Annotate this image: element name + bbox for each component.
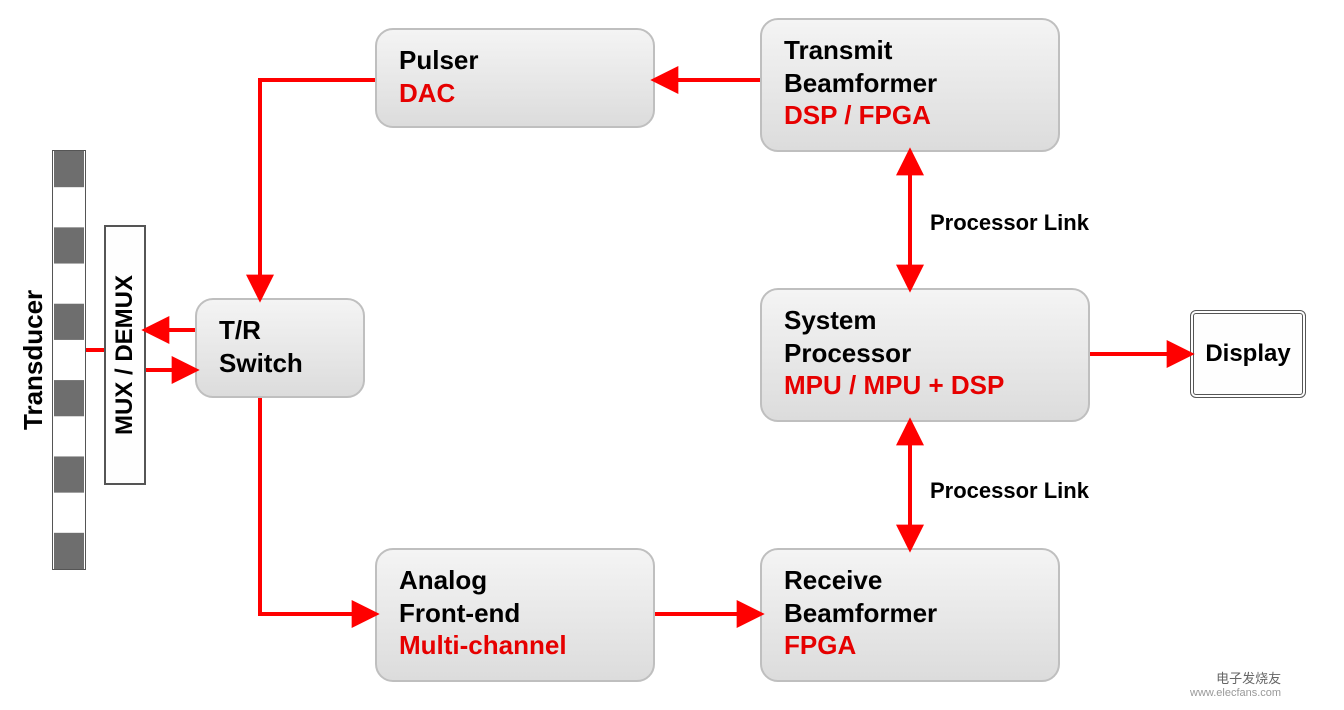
receive-beamformer-node: Receive Beamformer FPGA <box>760 548 1060 682</box>
watermark-cn: 电子发烧友 <box>1190 668 1281 687</box>
sys-line1: System <box>784 304 1066 337</box>
watermark: 电子发烧友 www.elecfans.com <box>1190 668 1281 699</box>
system-processor-node: System Processor MPU / MPU + DSP <box>760 288 1090 422</box>
transducer-bar <box>52 150 86 575</box>
tr-switch-line2: Switch <box>219 347 341 380</box>
display-box: Display <box>1190 310 1306 398</box>
rxbf-line2: Beamformer <box>784 597 1036 630</box>
processor-link-label: Processor Link <box>930 478 1089 504</box>
analog-frontend-node: Analog Front-end Multi-channel <box>375 548 655 682</box>
watermark-url: www.elecfans.com <box>1190 687 1281 699</box>
tr-switch-line1: T/R <box>219 314 341 347</box>
tr-switch-node: T/R Switch <box>195 298 365 398</box>
pulser-line1: Pulser <box>399 44 631 77</box>
rxbf-line3: FPGA <box>784 629 1036 662</box>
rxbf-line1: Receive <box>784 564 1036 597</box>
pulser-node: Pulser DAC <box>375 28 655 128</box>
afe-line2: Front-end <box>399 597 631 630</box>
mux-demux-box: MUX / DEMUX <box>104 225 146 485</box>
processor-link-label: Processor Link <box>930 210 1089 236</box>
txbf-line3: DSP / FPGA <box>784 99 1036 132</box>
txbf-line1: Transmit <box>784 34 1036 67</box>
display-label: Display <box>1205 340 1290 368</box>
pulser-line2: DAC <box>399 77 631 110</box>
afe-line1: Analog <box>399 564 631 597</box>
sys-line3: MPU / MPU + DSP <box>784 369 1066 402</box>
transducer-label: Transducer <box>18 230 49 490</box>
mux-demux-label: MUX / DEMUX <box>111 275 139 435</box>
sys-line2: Processor <box>784 337 1066 370</box>
txbf-line2: Beamformer <box>784 67 1036 100</box>
transmit-beamformer-node: Transmit Beamformer DSP / FPGA <box>760 18 1060 152</box>
afe-line3: Multi-channel <box>399 629 631 662</box>
